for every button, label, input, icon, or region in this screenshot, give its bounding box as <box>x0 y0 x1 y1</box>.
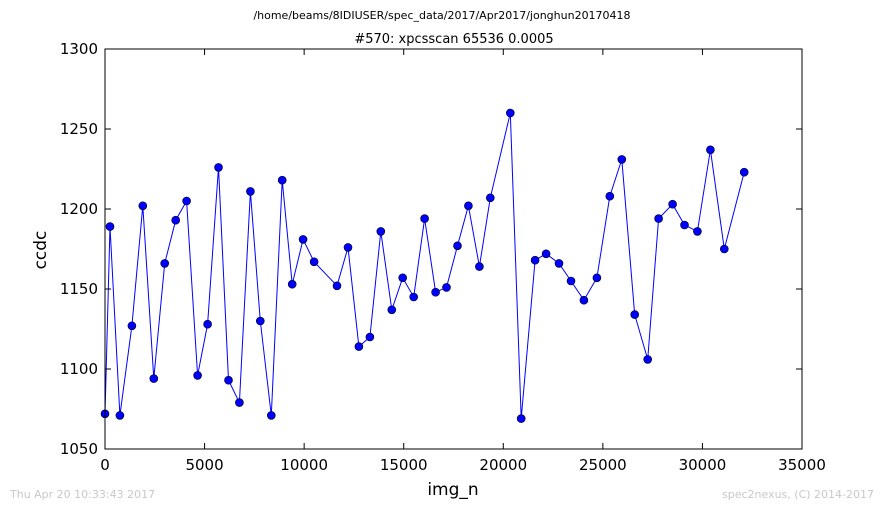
data-point <box>680 220 689 230</box>
data-point <box>719 244 729 254</box>
x-tick-label: 30000 <box>679 456 727 474</box>
data-point <box>398 273 408 283</box>
data-point <box>530 255 540 265</box>
data-point <box>309 257 319 267</box>
data-point <box>214 163 223 172</box>
data-point <box>193 371 202 380</box>
data-point <box>376 227 386 236</box>
data-point <box>630 310 640 319</box>
data-point <box>541 249 551 259</box>
data-point <box>739 167 749 177</box>
data-point <box>149 374 159 383</box>
timestamp-footer: Thu Apr 20 10:33:43 2017 <box>9 488 155 501</box>
data-point <box>160 259 169 268</box>
data-point <box>298 235 308 244</box>
data-point <box>287 279 297 289</box>
data-point <box>332 281 342 291</box>
data-point <box>171 215 180 225</box>
data-point <box>464 201 473 211</box>
ticks-layer: 0 5000 10000 15000 20000 25000 30000 35000 1050 1… <box>60 40 826 474</box>
data-point <box>605 191 615 201</box>
data-point <box>409 292 419 302</box>
data-point <box>365 332 375 342</box>
data-point <box>516 414 526 423</box>
data-point <box>654 214 663 223</box>
data-point <box>246 187 255 196</box>
data-point <box>554 259 564 268</box>
x-tick-label: 25000 <box>579 456 627 474</box>
data-point <box>255 316 265 326</box>
series-layer <box>100 108 749 423</box>
y-axis-label: ccdc <box>31 231 51 270</box>
x-tick-label: 35000 <box>778 456 826 474</box>
data-point <box>354 342 364 351</box>
axes-frame <box>104 48 803 450</box>
data-point <box>453 241 462 251</box>
chart-title: #570: xpcsscan 65536 0.0005 <box>354 32 553 47</box>
y-tick-label: 1050 <box>60 440 98 458</box>
x-tick-label: 15000 <box>380 456 428 474</box>
y-tick-label: 1250 <box>60 120 98 138</box>
data-point <box>277 175 287 185</box>
data-point <box>693 227 702 236</box>
data-point <box>617 155 627 164</box>
y-tick-label: 1200 <box>60 200 98 218</box>
data-point <box>592 273 602 283</box>
data-point <box>266 411 276 420</box>
x-axis-label: img_n <box>427 480 478 500</box>
data-point <box>668 199 677 209</box>
x-tick-label: 20000 <box>479 456 527 474</box>
data-point <box>706 145 715 155</box>
x-tick-label: 10000 <box>280 456 328 474</box>
y-tick-label: 1300 <box>60 40 98 58</box>
data-point <box>643 355 653 364</box>
data-point <box>485 193 495 203</box>
data-point <box>115 411 125 420</box>
y-tick-label: 1150 <box>60 280 98 298</box>
data-point <box>105 222 115 231</box>
data-point <box>127 321 137 331</box>
data-point <box>343 243 353 252</box>
data-point <box>387 305 397 315</box>
data-point <box>505 108 515 118</box>
data-point <box>203 319 212 329</box>
data-point <box>138 201 148 211</box>
data-point <box>475 262 484 271</box>
credit-footer: spec2nexus, (C) 2014-2017 <box>722 488 874 501</box>
data-point <box>566 276 576 286</box>
data-point <box>442 283 451 292</box>
data-point <box>182 196 191 206</box>
x-tick-label: 0 <box>100 456 110 474</box>
y-tick-label: 1100 <box>60 360 98 378</box>
figure-suptitle: /home/beams/8IDIUSER/spec_data/2017/Apr2… <box>253 9 630 22</box>
data-point <box>235 398 244 407</box>
data-point <box>224 375 233 385</box>
data-point <box>431 287 440 297</box>
data-point <box>420 214 429 223</box>
data-point <box>579 295 589 305</box>
x-tick-label: 5000 <box>185 456 223 474</box>
